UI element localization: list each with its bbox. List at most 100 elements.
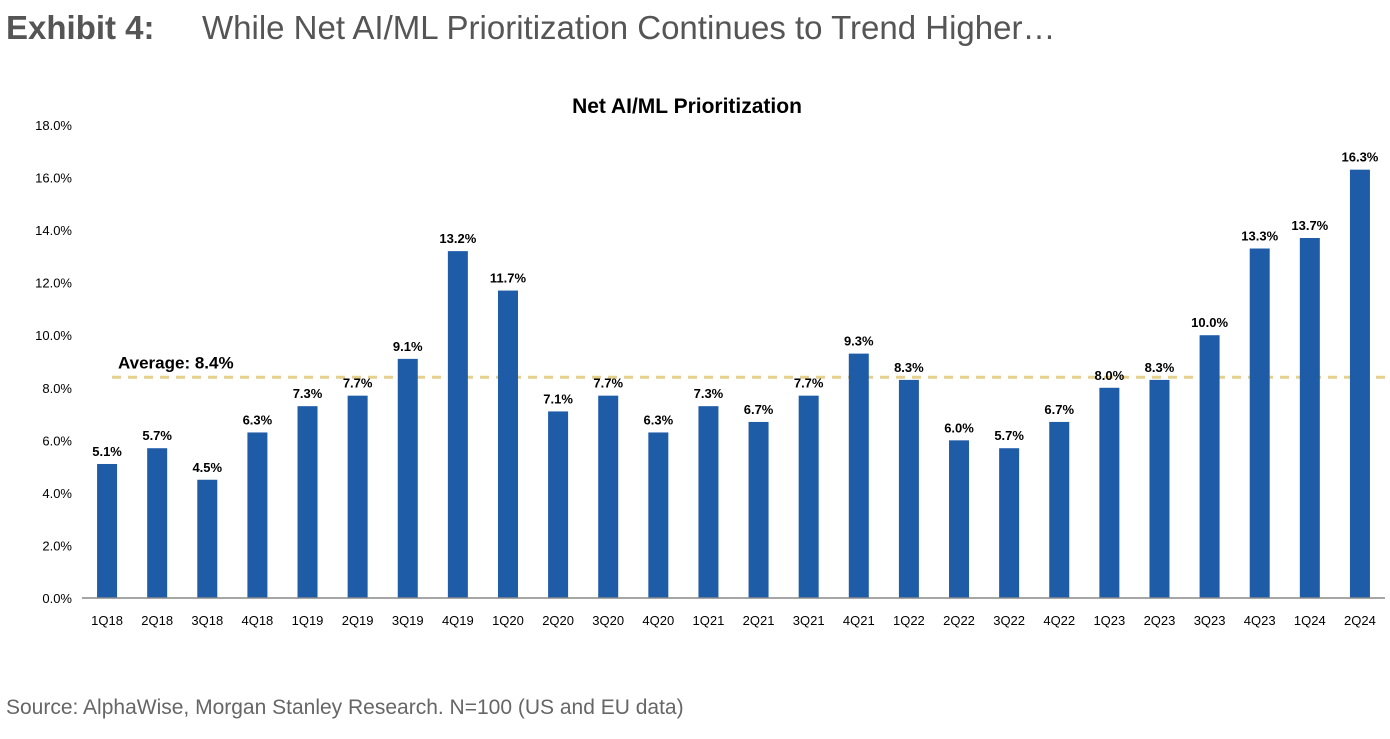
y-tick-label: 18.0% [35, 118, 72, 133]
y-tick-label: 16.0% [35, 171, 72, 186]
bar-value-label: 8.0% [1095, 368, 1125, 383]
bar [848, 353, 869, 598]
bar-value-label: 7.1% [543, 391, 573, 406]
bar [648, 432, 669, 598]
bars [97, 169, 1370, 598]
bar-value-label: 6.0% [944, 420, 974, 435]
bar-chart: Net AI/ML Prioritization 0.0% 2.0% 4.0% 6.0… [35, 95, 1385, 628]
bar-value-label: 6.7% [1044, 402, 1074, 417]
y-tick-label: 4.0% [42, 486, 72, 501]
x-tick-label: 1Q22 [893, 613, 925, 628]
x-tick-label: 2Q20 [542, 613, 574, 628]
bar [1249, 248, 1270, 598]
x-tick-label: 1Q24 [1294, 613, 1326, 628]
bar-value-label: 6.3% [243, 412, 273, 427]
bar [999, 448, 1020, 598]
y-axis: 0.0% 2.0% 4.0% 6.0% 8.0% 10.0% 12.0% 14.0% 16.0%… [35, 118, 72, 606]
bar-value-label: 7.7% [343, 376, 373, 391]
source-note: Source: AlphaWise, Morgan Stanley Resear… [6, 696, 684, 719]
x-tick-label: 4Q21 [843, 613, 875, 628]
bar-value-label: 7.7% [794, 376, 824, 391]
bar [798, 395, 819, 598]
exhibit-title: While Net AI/ML Prioritization Continues… [202, 9, 1056, 46]
y-tick-label: 0.0% [42, 591, 72, 606]
bar-value-label: 13.2% [439, 231, 476, 246]
x-tick-label: 4Q18 [241, 613, 273, 628]
bar-value-label: 8.3% [1145, 360, 1175, 375]
bar [748, 421, 769, 598]
x-tick-label: 3Q22 [993, 613, 1025, 628]
bar [698, 406, 719, 598]
bar [97, 463, 118, 598]
x-tick-label: 1Q20 [492, 613, 524, 628]
bar-value-label: 13.7% [1291, 218, 1328, 233]
bar [197, 479, 218, 598]
chart-title: Net AI/ML Prioritization [572, 95, 802, 118]
x-tick-label: 3Q21 [793, 613, 825, 628]
bar-value-label: 9.3% [844, 334, 874, 349]
bar [598, 395, 619, 598]
bar-value-label: 6.7% [744, 402, 774, 417]
bar [297, 406, 318, 598]
bar [898, 379, 919, 598]
x-tick-label: 1Q21 [693, 613, 725, 628]
bar-value-label: 4.5% [192, 460, 222, 475]
exhibit-label: Exhibit 4: [6, 9, 155, 46]
y-tick-label: 2.0% [42, 538, 72, 553]
x-axis: 1Q18 2Q18 3Q18 4Q18 1Q19 2Q19 3Q19 4Q19 1Q20 2Q20… [82, 597, 1385, 628]
x-tick-label: 4Q20 [642, 613, 674, 628]
x-tick-label: 4Q22 [1043, 613, 1075, 628]
x-tick-label: 3Q23 [1194, 613, 1226, 628]
bar [397, 358, 418, 598]
x-tick-label: 4Q19 [442, 613, 474, 628]
bar [1199, 335, 1220, 598]
bar-value-label: 7.3% [293, 386, 323, 401]
bar-value-label: 13.3% [1241, 229, 1278, 244]
bar [347, 395, 368, 598]
bar [1149, 379, 1170, 598]
x-tick-label: 2Q21 [743, 613, 775, 628]
bar [247, 432, 268, 598]
x-tick-label: 2Q18 [141, 613, 173, 628]
bar-value-label: 5.7% [994, 428, 1024, 443]
y-tick-label: 12.0% [35, 276, 72, 291]
bar-value-label: 16.3% [1342, 150, 1379, 165]
bar [497, 290, 518, 598]
x-tick-label: 3Q19 [392, 613, 424, 628]
x-tick-label: 4Q23 [1244, 613, 1276, 628]
bar [447, 251, 468, 598]
x-tick-label: 1Q23 [1093, 613, 1125, 628]
x-tick-label: 2Q23 [1144, 613, 1176, 628]
bar [147, 448, 168, 598]
bar-value-label: 7.3% [694, 386, 724, 401]
bar [1299, 237, 1320, 598]
chart-area: Net AI/ML Prioritization 0.0% 2.0% 4.0% 6.0… [0, 80, 1390, 640]
exhibit-header: Exhibit 4: While Net AI/ML Prioritizatio… [6, 6, 1055, 50]
x-tick-label: 2Q24 [1344, 613, 1376, 628]
bar [949, 440, 970, 598]
bar-value-labels: 5.1% 5.7% 4.5% 6.3% 7.3% 7.7% 9.1% 13.2% 11.7% 7.… [92, 150, 1379, 475]
bar-value-label: 5.7% [142, 428, 172, 443]
average-line-group: Average: 8.4% [112, 353, 1385, 379]
bar-value-label: 10.0% [1191, 315, 1228, 330]
x-tick-label: 3Q18 [191, 613, 223, 628]
bar-value-label: 5.1% [92, 444, 122, 459]
bar [548, 411, 569, 598]
x-tick-label: 1Q19 [292, 613, 324, 628]
y-tick-label: 6.0% [42, 433, 72, 448]
y-tick-label: 14.0% [35, 223, 72, 238]
bar-value-label: 11.7% [490, 271, 527, 286]
x-tick-label: 2Q22 [943, 613, 975, 628]
bar [1349, 169, 1370, 598]
bar-value-label: 9.1% [393, 339, 423, 354]
bar-value-label: 8.3% [894, 360, 924, 375]
x-tick-label: 2Q19 [342, 613, 374, 628]
x-tick-label: 1Q18 [91, 613, 123, 628]
y-tick-label: 10.0% [35, 328, 72, 343]
x-tick-label: 3Q20 [592, 613, 624, 628]
bar-value-label: 6.3% [644, 412, 674, 427]
bar [1049, 421, 1070, 598]
bar [1099, 387, 1120, 598]
bar-value-label: 7.7% [593, 376, 623, 391]
average-label: Average: 8.4% [118, 353, 234, 372]
